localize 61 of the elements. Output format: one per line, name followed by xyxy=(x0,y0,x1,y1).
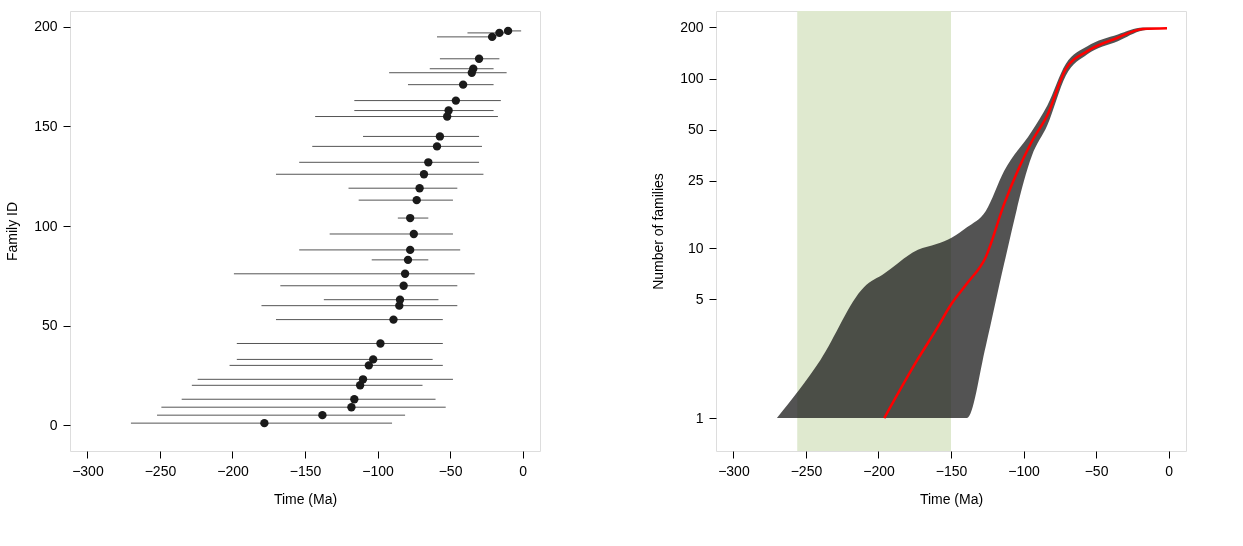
y-tick-label: 50 xyxy=(41,317,58,334)
point xyxy=(350,395,359,404)
point xyxy=(409,229,418,239)
x-tick-label: −250 xyxy=(144,462,177,479)
point xyxy=(503,26,513,36)
y-tick-label: 50 xyxy=(687,121,704,138)
point xyxy=(369,355,378,364)
point xyxy=(260,418,269,428)
point xyxy=(451,96,461,105)
point xyxy=(487,32,497,42)
y-axis-title: Family ID xyxy=(4,201,21,262)
y-tick-label: 200 xyxy=(34,18,58,35)
x-tick-label: 0 xyxy=(1165,462,1174,479)
x-tick-label: −200 xyxy=(863,462,895,479)
x-tick-label: −200 xyxy=(217,462,249,479)
point xyxy=(364,361,374,370)
point xyxy=(474,54,484,63)
y-tick-label: 10 xyxy=(687,239,704,256)
x-tick-label: −100 xyxy=(1008,462,1041,479)
point xyxy=(358,375,368,384)
point xyxy=(400,269,410,278)
point xyxy=(405,213,415,223)
y-tick-label: 1 xyxy=(695,409,704,426)
point xyxy=(435,132,445,141)
point xyxy=(389,315,398,324)
point xyxy=(424,158,433,167)
y-tick-label: 0 xyxy=(49,416,58,433)
x-tick-label: −150 xyxy=(935,462,968,479)
point xyxy=(399,281,408,290)
point xyxy=(412,195,421,205)
y-axis-title: Number of families xyxy=(650,173,667,290)
x-tick-label: −300 xyxy=(718,462,750,479)
point xyxy=(405,245,415,255)
y-tick-label: 5 xyxy=(695,290,704,307)
x-tick-label: −300 xyxy=(72,462,104,479)
x-tick-label: −50 xyxy=(1084,462,1109,479)
point xyxy=(495,28,504,38)
y-tick-label: 200 xyxy=(680,18,704,35)
point xyxy=(458,80,468,89)
point xyxy=(419,170,429,179)
point xyxy=(469,64,478,73)
point xyxy=(347,403,356,412)
x-tick-label: −50 xyxy=(438,462,463,479)
point xyxy=(444,106,453,115)
line-series xyxy=(883,26,1169,420)
y-tick-label: 25 xyxy=(687,172,704,189)
y-tick-label: 150 xyxy=(34,117,58,134)
point xyxy=(395,295,405,304)
y-tick-label: 100 xyxy=(680,70,704,87)
point xyxy=(403,255,413,265)
x-tick-label: −250 xyxy=(790,462,823,479)
point xyxy=(376,339,385,348)
x-axis-title: Time (Ma) xyxy=(273,490,338,507)
point xyxy=(415,184,424,193)
x-tick-label: −100 xyxy=(362,462,395,479)
x-tick-label: −150 xyxy=(289,462,322,479)
point xyxy=(318,410,327,420)
y-tick-label: 100 xyxy=(34,217,58,234)
x-tick-label: 0 xyxy=(519,462,528,479)
x-axis-title: Time (Ma) xyxy=(919,490,984,507)
point xyxy=(432,142,442,151)
